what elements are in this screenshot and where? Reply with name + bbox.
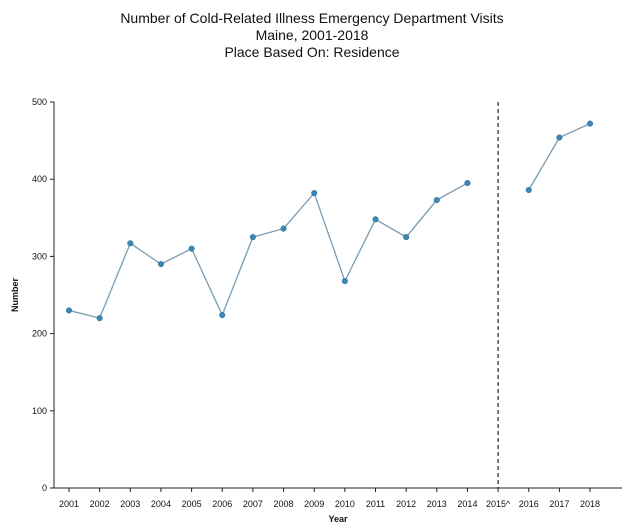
x-tick-label: 2017 — [549, 499, 569, 509]
x-tick-label: 2008 — [274, 499, 294, 509]
data-point-2018 — [587, 120, 594, 127]
chart-subtitle: Maine, 2001-2018 — [255, 27, 369, 43]
chart-title-block: Number of Cold-Related Illness Emergency… — [0, 10, 624, 61]
data-point-2007 — [249, 234, 256, 241]
data-point-2012 — [403, 234, 410, 241]
x-tick-label: 2013 — [427, 499, 447, 509]
data-point-2009 — [311, 190, 318, 197]
y-tick-label: 200 — [32, 329, 47, 339]
data-point-2002 — [96, 315, 103, 322]
chart-subtitle-place: Place Based On: Residence — [224, 44, 400, 60]
data-point-2014 — [464, 180, 471, 187]
x-tick-label: 2005 — [182, 499, 202, 509]
x-tick-label: 2001 — [59, 499, 79, 509]
y-tick-label: 400 — [32, 174, 47, 184]
x-tick-label: 2018 — [580, 499, 600, 509]
x-tick-label: 2004 — [151, 499, 171, 509]
y-tick-label: 500 — [32, 97, 47, 107]
x-axis-title: Year — [328, 514, 348, 524]
data-point-2017 — [556, 134, 563, 141]
x-tick-label: 2006 — [212, 499, 232, 509]
x-tick-label: 2011 — [366, 499, 385, 509]
chart-title: Number of Cold-Related Illness Emergency… — [120, 10, 504, 26]
x-tick-label: 2012 — [396, 499, 416, 509]
data-point-2010 — [341, 278, 348, 285]
y-axis-title: Number — [10, 278, 20, 313]
data-point-2006 — [219, 312, 226, 319]
x-tick-label: 2003 — [120, 499, 140, 509]
x-tick-label: 2009 — [304, 499, 324, 509]
y-tick-label: 300 — [32, 251, 47, 261]
y-tick-label: 100 — [32, 406, 47, 416]
data-point-2013 — [433, 196, 440, 204]
x-tick-label: 2016 — [519, 499, 539, 509]
x-tick-label: 2007 — [243, 499, 263, 509]
data-point-2003 — [127, 240, 134, 247]
data-point-2016 — [525, 186, 532, 194]
data-point-2005 — [188, 245, 195, 252]
x-tick-label: 2010 — [335, 499, 355, 509]
data-point-2008 — [280, 225, 287, 232]
series-line-segment — [68, 182, 468, 319]
y-tick-label: 0 — [42, 483, 47, 493]
data-point-2001 — [65, 307, 73, 314]
data-point-2004 — [157, 261, 164, 268]
series-line-segment — [528, 123, 591, 191]
x-tick-label: 2002 — [90, 499, 110, 509]
x-tick-label: 2015^ — [486, 499, 511, 509]
x-tick-label: 2014 — [457, 499, 477, 509]
data-point-2011 — [372, 216, 379, 223]
